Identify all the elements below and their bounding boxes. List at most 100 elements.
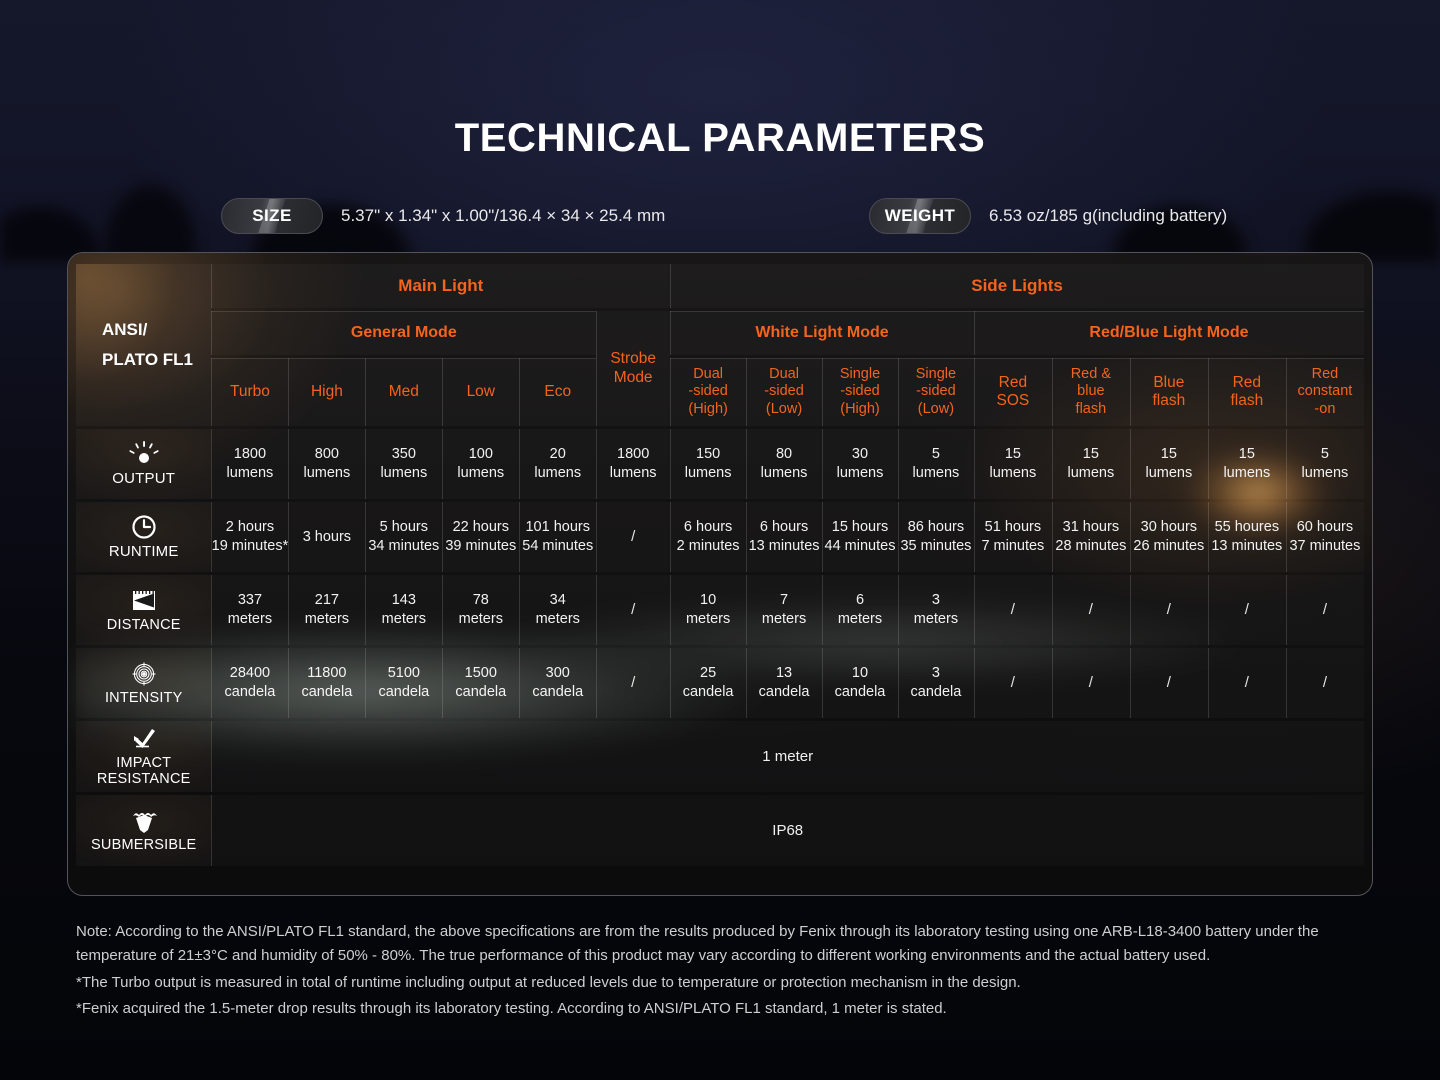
page-title: TECHNICAL PARAMETERS: [454, 116, 986, 160]
row-label-text: INTENSITY: [104, 689, 183, 706]
row-label-intensity: INTENSITY: [76, 648, 212, 718]
cell-output-low: 100 lumens: [442, 429, 519, 499]
table-row-output: OUTPUT 1800 lumens 800 lumens 350 lumens 10…: [76, 429, 1364, 499]
column-dual-sided-low: Dual -sided (Low): [746, 358, 822, 426]
cell-distance-eco: 34 meters: [519, 575, 596, 645]
cell-distance-low: 78 meters: [442, 575, 519, 645]
column-red-flash: Red flash: [1208, 358, 1286, 426]
cell-runtime-red-blue-flash: 31 hours 28 minutes: [1052, 502, 1130, 572]
cell-runtime-red-constant: 60 hours 37 minutes: [1286, 502, 1364, 572]
column-dual-sided-high: Dual -sided (High): [670, 358, 746, 426]
ansi-plato-label: ANSI/ PLATO FL1: [76, 264, 212, 426]
header-group-row-2: General Mode Strobe Mode White Light Mode…: [76, 311, 1364, 386]
cell-output-single-low: 5 lumens: [898, 429, 974, 499]
cell-distance-dual-low: 7 meters: [746, 575, 822, 645]
row-label-text: OUTPUT: [112, 470, 176, 487]
water-drop-icon: [76, 808, 211, 834]
table-row-intensity: INTENSITY 28400 candela 11800 candela 5100…: [76, 648, 1364, 718]
technical-parameters-table: ANSI/ PLATO FL1 Main Light Side Lights G…: [67, 252, 1373, 896]
cell-runtime-blue-flash: 30 hours 26 minutes: [1130, 502, 1208, 572]
size-spec-group: SIZE 5.37" x 1.34" x 1.00"/136.4 × 34 × …: [221, 198, 665, 234]
cell-intensity-turbo: 28400 candela: [211, 648, 288, 718]
cell-runtime-turbo: 2 hours 19 minutes*: [211, 502, 289, 572]
cell-runtime-red-flash: 55 houres 13 minutes: [1208, 502, 1286, 572]
header-group-row-1: ANSI/ PLATO FL1 Main Light Side Lights: [76, 264, 1364, 426]
column-red-sos: Red SOS: [974, 358, 1052, 426]
cell-distance-red-sos: /: [974, 575, 1052, 645]
size-pill: SIZE: [221, 198, 323, 234]
cell-intensity-red-flash: /: [1208, 648, 1286, 718]
row-label-output: OUTPUT: [76, 429, 212, 499]
column-med: Med: [365, 358, 442, 426]
cell-output-red-sos: 15 lumens: [974, 429, 1052, 499]
cell-intensity-dual-low: 13 candela: [746, 648, 822, 718]
row-label-runtime: RUNTIME: [76, 502, 212, 572]
cell-output-red-blue-flash: 15 lumens: [1052, 429, 1130, 499]
cell-intensity-red-sos: /: [974, 648, 1052, 718]
column-strobe-mode: Strobe Mode: [596, 311, 670, 426]
impact-icon: [76, 726, 211, 752]
row-label-text: SUBMERSIBLE: [91, 837, 197, 853]
cell-distance-med: 143 meters: [365, 575, 442, 645]
column-eco: Eco: [519, 358, 596, 426]
cell-intensity-red-constant: /: [1286, 648, 1364, 718]
footnote-turbo: *The Turbo output is measured in total o…: [76, 973, 1021, 991]
cell-intensity-dual-high: 25 candela: [670, 648, 746, 718]
cell-intensity-eco: 300 candela: [519, 648, 596, 718]
cell-runtime-single-high: 15 hours 44 minutes: [822, 502, 898, 572]
column-single-sided-low: Single -sided (Low): [898, 358, 974, 426]
cell-distance-single-high: 6 meters: [822, 575, 898, 645]
cell-output-high: 800 lumens: [288, 429, 365, 499]
row-label-submersible: SUBMERSIBLE: [76, 795, 212, 866]
cell-submersible-value: IP68: [211, 795, 1364, 866]
cell-distance-strobe: /: [596, 575, 670, 645]
column-single-sided-high: Single -sided (High): [822, 358, 898, 426]
spec-table: ANSI/ PLATO FL1 Main Light Side Lights G…: [76, 261, 1364, 869]
cell-distance-high: 217 meters: [288, 575, 365, 645]
table-row-runtime: RUNTIME 2 hours 19 minutes* 3 hours 5 hou…: [76, 502, 1364, 572]
table-row-distance: DISTANCE 337 meters 217 meters 143 meters 7…: [76, 575, 1364, 645]
column-blue-flash: Blue flash: [1130, 358, 1208, 426]
column-high: High: [288, 358, 365, 426]
cell-intensity-high: 11800 candela: [288, 648, 365, 718]
cell-distance-blue-flash: /: [1130, 575, 1208, 645]
cell-runtime-dual-low: 6 hours 13 minutes: [746, 502, 822, 572]
row-label-distance: DISTANCE: [76, 575, 212, 645]
cell-output-dual-low: 80 lumens: [746, 429, 822, 499]
cell-distance-red-flash: /: [1208, 575, 1286, 645]
cell-intensity-med: 5100 candela: [365, 648, 442, 718]
column-red-blue-flash: Red & blue flash: [1052, 358, 1130, 426]
cell-runtime-med: 5 hours 34 minutes: [365, 502, 442, 572]
weight-spec-group: WEIGHT 6.53 oz/185 g(including battery): [869, 198, 1227, 234]
spec-bar: SIZE 5.37" x 1.34" x 1.00"/136.4 × 34 × …: [0, 198, 1440, 236]
group-white-light-mode: White Light Mode: [670, 311, 974, 355]
row-label-impact-resistance: IMPACT RESISTANCE: [76, 721, 212, 792]
cell-intensity-low: 1500 candela: [442, 648, 519, 718]
cell-intensity-blue-flash: /: [1130, 648, 1208, 718]
cell-distance-dual-high: 10 meters: [670, 575, 746, 645]
cell-output-single-high: 30 lumens: [822, 429, 898, 499]
cell-output-turbo: 1800 lumens: [211, 429, 288, 499]
cell-output-eco: 20 lumens: [519, 429, 596, 499]
column-turbo: Turbo: [211, 358, 288, 426]
group-main-light: Main Light: [211, 264, 670, 308]
cell-intensity-single-high: 10 candela: [822, 648, 898, 718]
header-column-row: Turbo High Med Low Eco Dual -sided (High) …: [76, 358, 1364, 426]
column-red-constant-on: Red constant -on: [1286, 358, 1364, 426]
cell-distance-red-constant: /: [1286, 575, 1364, 645]
table-row-impact-resistance: IMPACT RESISTANCE 1 meter: [76, 721, 1364, 792]
cell-output-med: 350 lumens: [365, 429, 442, 499]
group-general-mode: General Mode: [211, 311, 596, 355]
weight-value: 6.53 oz/185 g(including battery): [989, 206, 1228, 225]
cell-impact-resistance-value: 1 meter: [211, 721, 1364, 792]
size-value: 5.37" x 1.34" x 1.00"/136.4 × 34 × 25.4 …: [341, 206, 666, 225]
cell-output-blue-flash: 15 lumens: [1130, 429, 1208, 499]
cell-distance-turbo: 337 meters: [211, 575, 288, 645]
weight-pill: WEIGHT: [869, 198, 971, 234]
row-label-text: DISTANCE: [106, 616, 181, 633]
cell-distance-red-blue-flash: /: [1052, 575, 1130, 645]
target-icon: [76, 661, 211, 687]
column-low: Low: [442, 358, 519, 426]
cell-runtime-strobe: /: [596, 502, 670, 572]
cell-runtime-dual-high: 6 hours 2 minutes: [670, 502, 746, 572]
